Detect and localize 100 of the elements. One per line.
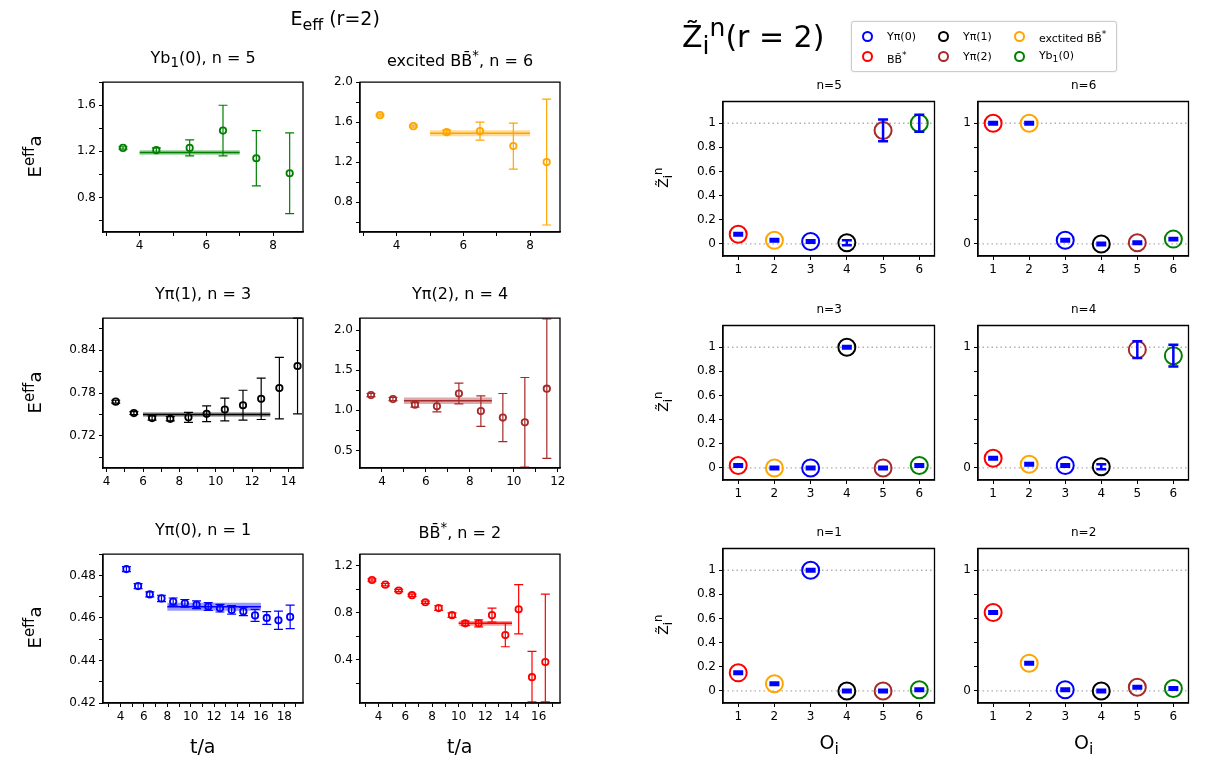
x-tick-label: 10 [506,474,522,489]
y-tick-label: 2.0 [333,74,353,89]
point [407,591,417,600]
x-tick-label: 8 [466,474,474,489]
y-tick-label: 0.4 [696,411,716,426]
x-tick-label: 5 [1133,709,1142,724]
point [764,458,784,478]
x-tick-label: 6 [202,238,211,253]
x-axis-title: t/a [447,735,473,757]
y-tick-label: 1 [708,115,716,130]
x-tick-label: 5 [1133,486,1142,501]
point [220,405,229,414]
point [454,389,463,398]
chart-title: n=4 [1071,302,1097,316]
legend-label: Υπ(0) [887,29,916,43]
x-tick-label: 1 [989,709,997,724]
point [983,448,1003,468]
x-tick-label: 4 [1097,486,1106,501]
legend-label: Υπ(2) [962,50,992,64]
point [728,456,748,476]
point [520,418,529,427]
x-tick-label: 4 [135,238,144,253]
point [218,126,228,135]
chart-title: n=2 [1071,525,1097,539]
x-tick-label: 12 [206,709,222,724]
y-tick-label: 0.6 [696,610,716,625]
y-tick-label: 0.2 [696,435,716,450]
x-tick-label: 4 [843,486,851,501]
y-tick-label: 0.2 [696,658,716,673]
x-tick-label: 5 [879,486,887,501]
point [909,680,929,700]
x-tick-label: 4 [843,709,851,724]
x-tick-label: 4 [374,709,383,724]
x-axis-title: O$_{i}$ [1074,731,1094,758]
x-tick-label: 4 [102,474,111,489]
y-tick-label: 1.2 [333,558,353,573]
point [527,673,537,682]
x-tick-label: 2 [1025,486,1033,501]
y-tick-label: 1.6 [76,97,96,112]
point [252,154,261,163]
y-tick-label: 0 [963,236,971,251]
point [1163,229,1183,249]
y-tick-label: 0.8 [333,194,353,209]
text: E$_{eff}$ (r=2) [290,6,380,34]
y-tick-label: 0.44 [69,652,96,667]
point [983,113,1003,133]
point [1055,680,1075,700]
x-tick-label: 3 [1061,486,1070,501]
x-tick-label: 10 [451,709,467,724]
point [1127,233,1147,253]
y-tick-label: 2.0 [333,322,353,337]
point [764,674,784,694]
x-tick-label: 6 [459,238,468,253]
y-tick-label: 1 [963,339,971,354]
y-tick-label: 0.6 [696,163,716,178]
x-tick-label: 10 [208,474,224,489]
chart-title: n=5 [816,78,842,92]
x-tick-label: 5 [879,709,887,724]
point [286,612,295,622]
x-tick-label: 6 [401,709,410,724]
chart-title: Υb$_{1}$(0), n = 5 [150,48,256,71]
point [837,681,857,701]
x-tick-label: 3 [806,709,815,724]
x-tick-label: 1 [989,262,997,277]
point [257,394,266,403]
x-tick-label: 6 [1169,262,1178,277]
x-tick-label: 6 [1169,709,1178,724]
x-tick-label: 1 [734,709,743,724]
point [1019,653,1039,673]
x-tick-label: 14 [280,474,297,489]
x-tick-label: 4 [1097,262,1106,277]
y-tick-label: 0.84 [69,342,96,357]
x-tick-label: 14 [504,709,520,724]
y-tick-label: 1.2 [333,154,353,169]
y-tick-label: 0.4 [696,187,716,202]
x-tick-label: 2 [770,262,779,277]
chart-title: excited BB̄$^{*}$, n = 6 [387,48,534,71]
x-tick-label: 12 [244,474,260,489]
y-tick-label: 0.78 [69,385,96,400]
y-tick-label: 1 [963,115,971,130]
chart-title: Υπ(2), n = 4 [412,284,509,303]
point [541,657,550,667]
point [837,337,857,357]
x-tick-label: 14 [229,709,246,724]
x-tick-label: 4 [116,709,125,724]
y-tick-label: 1.0 [333,402,353,417]
chart-title: n=6 [1071,78,1097,92]
x-tick-label: 2 [770,486,779,501]
x-tick-label: 1 [989,486,997,501]
point [238,401,248,410]
x-axis-title: O$_{i}$ [819,731,839,758]
point [728,224,748,244]
y-tick-label: 0 [708,236,716,251]
point [509,142,518,151]
x-tick-label: 4 [1097,709,1106,724]
y-tick-label: 0 [963,460,971,475]
x-tick-label: 5 [1133,262,1142,277]
y-tick-label: 0.8 [696,363,716,378]
point [1055,230,1075,250]
y-tick-label: 0.2 [696,211,716,226]
